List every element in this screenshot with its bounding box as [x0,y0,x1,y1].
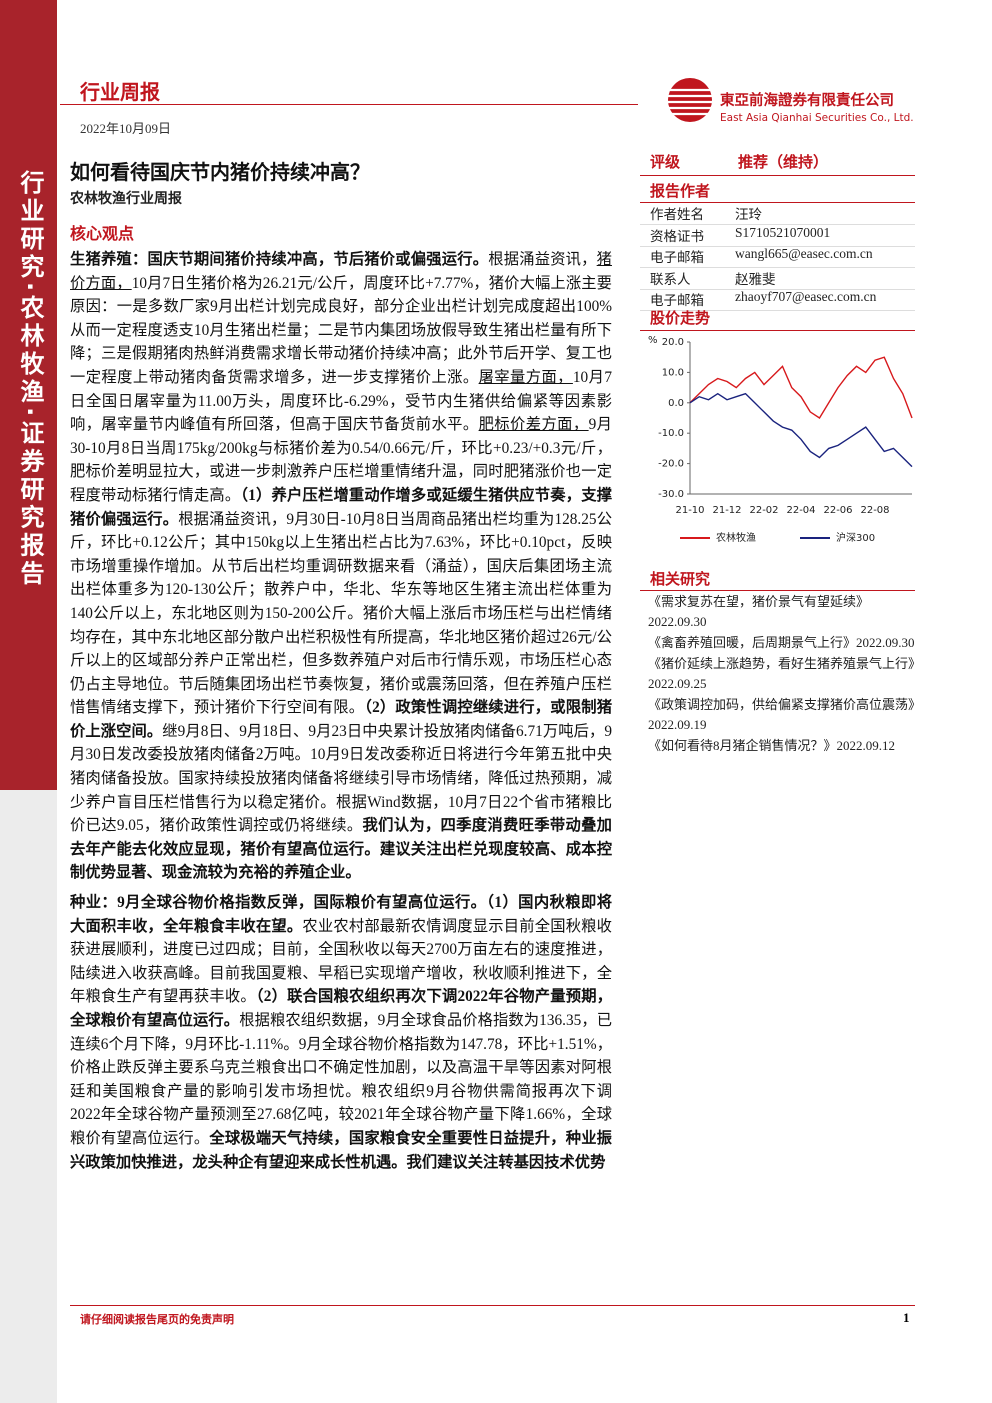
company-cn: 東亞前海證券有限責任公司 [720,93,894,109]
y-tick-label: 0.0 [668,398,684,409]
author-field: 作者姓名 [650,207,704,222]
paragraph: 种业：9月全球谷物价格指数反弹，国际粮价有望高位运行。（1）国内秋粮即将大面积丰… [70,891,612,1174]
chart-heading: 股价走势 [650,311,711,327]
author-field: 电子邮箱 [650,250,704,266]
x-tick-label: 22-04 [786,505,815,516]
row-rule [640,224,915,225]
text-run: 肥标价差方面， [478,416,589,434]
sidebar [0,0,57,790]
text-run: 10月7日全国日屠宰量为11.00万头，周度环比-6.29%，受节内生猪供给偏紧… [70,368,612,434]
author-field: 资格证书 [650,228,704,244]
stock-chart: % 20.0 10.0 0.0 -10.0 -20.0 -30.0 21-10 21-12 22-… [648,335,913,544]
section-heading: 核心观点 [70,226,135,243]
x-tick-label: 21-12 [712,505,741,516]
logo [668,78,712,122]
text-run: 猪价方面， [70,251,612,292]
rule [640,330,915,331]
x-tick-label: 22-08 [860,505,889,516]
row-rule [640,288,915,290]
subtitle: 农林牧渔行业周报 [70,192,182,207]
text-run: 生猪养殖：国庆节期间猪价持续冲高，节后猪价或偏强运行。 [70,251,489,268]
text-run: 根据粮农组织数据，9月全球食品价格指数为136.35，已连续6个月下降，9月环比… [70,1012,612,1147]
text-run: 根据涌益资讯，9月30日-10月8日当周商品猪出栏均重为128.25公斤，环比+… [70,510,612,717]
y-tick-label: -20.0 [658,459,684,470]
rule [640,202,915,203]
body-text: 生猪养殖：国庆节期间猪价持续冲高，节后猪价或偏强运行。根据涌益资讯，猪价方面，1… [70,248,612,1300]
y-tick-label: -30.0 [658,489,684,500]
author-value: wangl665@easec.com.cn [735,246,873,262]
text-run: 10月7日生猪价格为26.21元/公斤，周度环比+7.77%，猪价大幅上涨主要原… [70,274,612,386]
rule [640,590,915,591]
row-rule [640,310,915,312]
y-tick-label: 20.0 [662,337,684,348]
author-value: S1710521070001 [735,224,831,240]
related-heading: 相关研究 [650,572,711,588]
rule [640,175,915,176]
page-number: 1 [903,1310,910,1325]
row-rule [640,245,915,247]
title: 如何看待国庆节内猪价持续冲高？ [70,162,370,184]
x-tick-label: 21-10 [675,505,704,516]
y-tick-label: -10.0 [658,428,684,439]
y-unit: % [648,335,658,346]
disclaimer: 请仔细阅读报告尾页的免责声明 [80,1314,234,1326]
y-tick-label: 10.0 [662,367,684,378]
text-run: （2）联合国粮农组织再次下调2022年谷物产量预期，全球粮价有望高位运行。 [70,988,612,1029]
company-en: East Asia Qianhai Securities Co., Ltd. [720,112,914,124]
text-run: （2）政策性调控继续进行，或限制猪价上涨空间。 [70,699,612,740]
author-value: 汪玲 [735,207,762,222]
related-item: 《猪价延续上涨趋势，看好生猪养殖景气上行》2022.09.25 [648,656,915,691]
text-run: 农业农村部最新农情调度显示目前全国秋粮收获进展顺利，进度已过四成；目前，全国秋收… [70,917,612,1006]
date: 2022年10月09日 [80,121,172,136]
x-tick-label: 22-02 [749,505,778,516]
text-run: 根据涌益资讯， [488,251,597,268]
text-run: 继9月8日、9月18日、9月23日中央累计投放猪肉储备6.71万吨后，9月30日… [70,722,612,835]
text-run: （1）养户压栏增重动作增多或延缓生猪供应节奏，支撑猪价偏强运行。 [70,486,612,528]
related-item: 《政策调控加码，供给偏紧支撑猪价高位震荡》2022.09.19 [648,697,915,732]
author-field: 联系人 [650,271,691,287]
legend-label: 农林牧渔 [716,531,756,544]
text-run: 我们认为，四季度消费旺季带动叠加去年产能去化效应显现，猪价有望高位运行。建议关注… [70,817,612,882]
author-field: 电子邮箱 [650,293,704,309]
text-run: 全球极端天气持续，国家粮食安全重要性日益提升，种业振兴政策加快推进，龙头种企有望… [70,1129,612,1171]
text-run: 9月30-10月8日当周175kg/200kg与标猪价差为0.54/0.66元/… [70,416,612,504]
related-item: 《禽畜养殖回暖，后周期景气上行》2022.09.30 [648,635,915,650]
footer-rule [70,1305,915,1306]
sidebar-lower [0,790,57,1403]
report-type: 行业周报 [80,82,160,104]
related-list: 《需求复苏在望，猪价景气有望延续》2022.09.30 《禽畜养殖回暖，后周期景气… [648,592,916,757]
legend-label: 沪深300 [836,531,875,544]
sidebar-text: 行业研究·农林牧渔·证券研究报告 [16,170,44,589]
author-value: zhaoyf707@easec.com.cn [735,289,877,305]
rating-label: 评级 [650,155,681,171]
series-line [689,356,913,419]
author-value: 赵雅斐 [735,271,776,287]
series-line [689,392,913,468]
header-rule [60,104,638,105]
authors-heading: 报告作者 [650,184,711,200]
x-tick-label: 22-06 [823,505,852,516]
rating-value: 推荐（维持） [738,155,829,171]
row-rule [640,267,915,269]
related-item: 《需求复苏在望，猪价景气有望延续》2022.09.30 [648,594,870,629]
paragraph: 生猪养殖：国庆节期间猪价持续冲高，节后猪价或偏强运行。根据涌益资讯，猪价方面，1… [70,248,612,885]
related-item: 《如何看待8月猪企销售情况？》2022.09.12 [648,738,896,753]
text-run: 屠宰量方面， [478,368,573,386]
text-run: 种业：9月全球谷物价格指数反弹，国际粮价有望高位运行。（1）国内秋粮即将大面积丰… [70,894,612,935]
